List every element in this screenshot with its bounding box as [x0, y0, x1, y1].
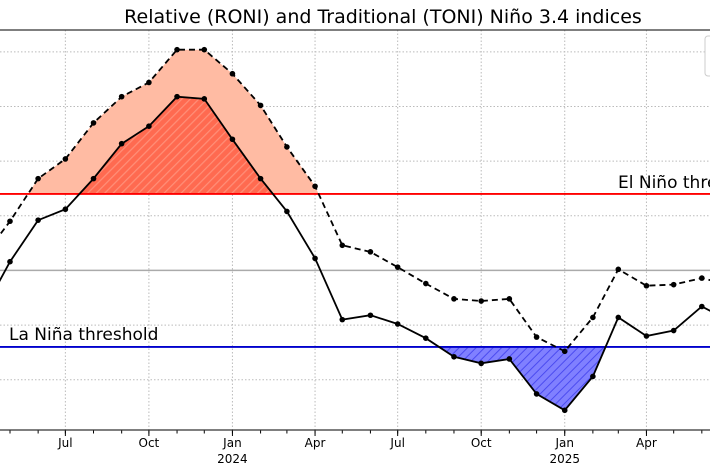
roni-point [643, 333, 650, 339]
roni-point [7, 258, 13, 265]
toni-point [62, 156, 69, 162]
roni-el-nino-fill [0, 96, 710, 194]
toni-point [35, 175, 41, 182]
toni-point [533, 334, 540, 340]
series-lines [0, 46, 710, 414]
toni-point [257, 102, 264, 109]
roni-point [257, 175, 264, 182]
toni-point [7, 218, 13, 225]
roni-point [312, 255, 318, 262]
toni-point [174, 46, 180, 53]
toni-point [699, 275, 705, 281]
la-nina-threshold-label: La Niña threshold [9, 325, 158, 345]
x-tick-label: Jan [222, 436, 242, 450]
roni-point [118, 140, 125, 147]
roni-point [451, 353, 457, 360]
roni-point [670, 327, 677, 334]
toni-point [394, 264, 401, 270]
toni-point [615, 266, 622, 273]
toni-point [118, 93, 125, 100]
toni-point [201, 46, 208, 53]
axes: Jul Oct Jan 2024 Apr Jul Oct Jan 2025 Apr [0, 29, 710, 466]
roni-point [146, 123, 152, 129]
toni-point [284, 144, 290, 150]
toni-line [0, 48, 710, 353]
roni-point [174, 93, 180, 100]
toni-point [423, 280, 429, 287]
toni-point [229, 70, 236, 77]
roni-point [533, 391, 540, 397]
roni-point [590, 373, 596, 380]
toni-point [90, 120, 97, 126]
toni-point [506, 296, 513, 302]
roni-point [506, 356, 513, 362]
roni-point [339, 316, 346, 323]
toni-point [590, 314, 596, 321]
toni-point [451, 296, 457, 302]
toni-point [339, 242, 346, 249]
roni-la-nina-fill [0, 346, 710, 411]
roni-point [229, 136, 236, 143]
threshold-lines [0, 193, 710, 348]
roni-point [615, 314, 622, 321]
toni-point [478, 298, 485, 304]
roni-point [367, 312, 374, 319]
x-tick-label: Jul [389, 436, 404, 450]
toni-point [561, 348, 568, 355]
roni-point [90, 175, 97, 182]
x-tick-label: Apr [636, 436, 657, 450]
x-tick-label: Jan [554, 436, 574, 450]
roni-point [201, 96, 208, 102]
x-tick-year-label: 2025 [549, 452, 580, 466]
roni-point [423, 335, 429, 341]
toni-point [643, 282, 650, 289]
toni-point [670, 281, 677, 288]
gridlines [0, 30, 710, 430]
toni-point [367, 249, 374, 255]
x-tick-year-label: 2024 [217, 452, 248, 466]
x-tick-label: Oct [139, 436, 160, 450]
legend-box [704, 35, 710, 77]
x-tick-label: Oct [471, 436, 492, 450]
roni-point [284, 208, 290, 215]
el-nino-threshold-label: El Niño threshold [618, 173, 710, 193]
toni-point [146, 79, 152, 86]
roni-point [35, 217, 41, 223]
roni-point [699, 303, 705, 310]
toni-point [312, 183, 318, 190]
roni-line [0, 95, 710, 412]
roni-point [62, 206, 69, 213]
x-tick-label: Jul [57, 436, 72, 450]
threshold-fills [0, 49, 710, 411]
roni-point [478, 360, 485, 367]
chart-title: Relative (RONI) and Traditional (TONI) N… [124, 6, 642, 28]
roni-point [394, 321, 401, 327]
roni-point [561, 407, 568, 414]
x-tick-label: Apr [305, 436, 326, 450]
